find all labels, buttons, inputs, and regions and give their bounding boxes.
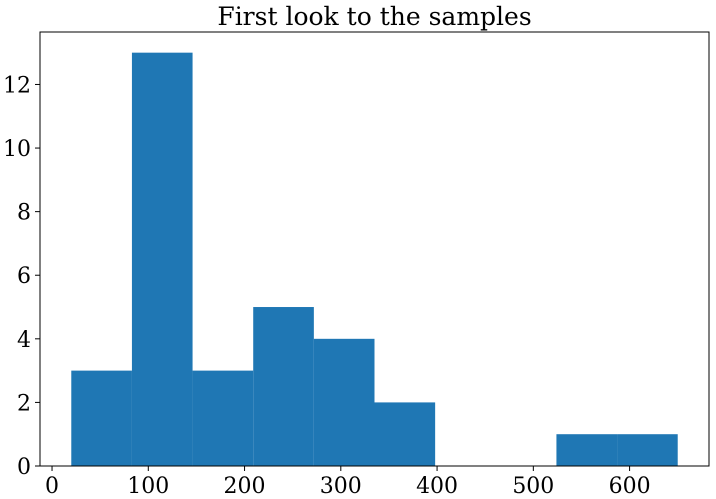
histogram-bar-4: [313, 338, 375, 466]
bars-layer: [71, 52, 678, 467]
chart-title: First look to the samples: [217, 2, 531, 31]
x-tick-label-6: 600: [609, 474, 651, 499]
y-tick-label-0: 0: [17, 455, 31, 480]
y-tick-label-4: 8: [17, 201, 31, 226]
histogram-bar-8: [556, 434, 618, 466]
x-tick-label-3: 300: [320, 474, 362, 499]
plot-frame: [39, 31, 710, 467]
x-tick-label-1: 100: [127, 474, 169, 499]
x-tick-label-4: 400: [416, 474, 458, 499]
y-tick-label-6: 12: [3, 73, 31, 98]
histogram-bar-5: [374, 402, 436, 466]
histogram-bar-1: [131, 52, 193, 467]
x-tick-label-5: 500: [512, 474, 554, 499]
histogram-bar-3: [253, 307, 314, 466]
y-tick-label-2: 4: [17, 328, 31, 353]
histogram-bar-0: [71, 370, 132, 466]
x-tick-label-2: 200: [224, 474, 266, 499]
y-tick-label-1: 2: [17, 391, 31, 416]
histogram-bar-2: [192, 370, 254, 466]
histogram-bar-9: [617, 434, 678, 466]
y-tick-label-3: 6: [17, 264, 31, 289]
y-tick-label-5: 10: [3, 137, 31, 162]
x-tick-label-0: 0: [45, 474, 59, 499]
axes-layer: 0 100 200 300 400 500 600 0 2 4 6 8 10 12: [3, 31, 710, 499]
